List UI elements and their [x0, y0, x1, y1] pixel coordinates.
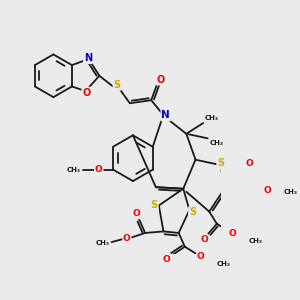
Text: O: O: [132, 209, 140, 218]
Text: CH₃: CH₃: [96, 240, 110, 246]
Text: S: S: [151, 200, 158, 211]
Text: CH₃: CH₃: [209, 140, 223, 146]
Text: O: O: [200, 235, 208, 244]
Text: CH₃: CH₃: [217, 261, 231, 267]
Text: O: O: [263, 187, 271, 196]
Text: O: O: [156, 75, 164, 85]
Text: S: S: [189, 207, 196, 217]
Text: N: N: [161, 110, 170, 121]
Text: CH₃: CH₃: [205, 115, 219, 121]
Text: O: O: [123, 234, 131, 243]
Text: O: O: [82, 88, 91, 98]
Text: O: O: [95, 165, 103, 174]
Text: CH₃: CH₃: [284, 189, 298, 195]
Text: S: S: [217, 158, 224, 168]
Text: O: O: [245, 159, 253, 168]
Text: O: O: [197, 252, 205, 261]
Text: S: S: [113, 80, 121, 90]
Text: O: O: [163, 255, 170, 264]
Text: N: N: [84, 53, 92, 63]
Text: O: O: [229, 229, 237, 238]
Text: CH₃: CH₃: [67, 167, 81, 172]
Text: CH₃: CH₃: [249, 238, 263, 244]
